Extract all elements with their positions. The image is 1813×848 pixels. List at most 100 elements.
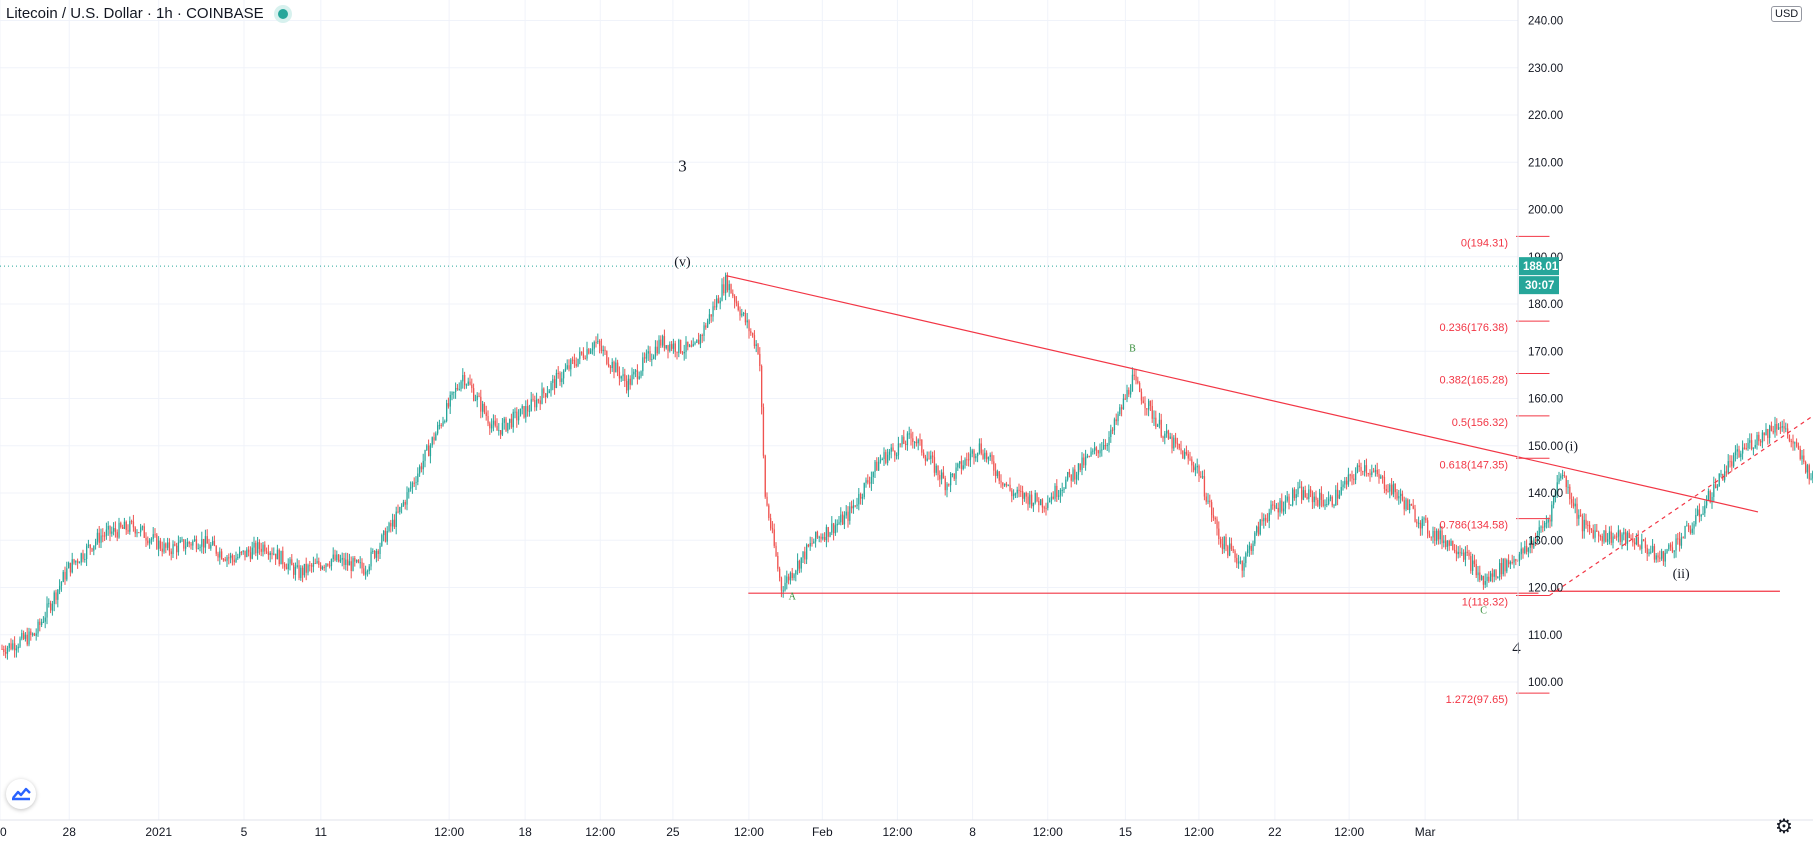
candle-body [316,560,318,564]
candle-body [1610,531,1612,543]
candle-body [1031,494,1033,507]
candle-body [293,565,295,575]
candle-body [602,349,604,351]
candle-body [482,403,484,412]
candle-body [1745,447,1747,449]
candle-body [1794,442,1796,444]
candle-body [87,544,90,547]
candle-body [93,545,95,551]
candle-body [1153,417,1155,419]
candle-body [786,576,788,583]
candle-body [510,418,513,428]
candle-body [780,577,783,591]
candle-body [759,353,761,367]
candle-body [1409,504,1411,510]
candle-body [354,558,356,562]
candle-body [935,465,937,473]
candle-body [1272,504,1274,506]
candle-body [1670,544,1672,548]
candle-body [98,532,100,543]
candle-body [177,542,180,553]
candle-body [338,554,340,562]
candle-body [1265,517,1267,521]
candle-body [1232,549,1234,551]
candle-body [1684,525,1686,538]
candle-body [392,519,394,527]
candle-body [100,535,102,543]
candle-body [361,562,363,569]
candle-body [1437,530,1440,540]
elliott-wave-label: 4 [1512,639,1521,658]
candle-body [185,546,187,549]
candle-body [737,303,739,311]
price-tick-label: 100.00 [1528,677,1563,689]
candle-body [195,539,198,549]
candle-body [1052,496,1054,499]
candle-body [957,463,959,468]
candle-body [352,558,354,571]
candle-body [831,523,833,533]
candle-body [930,455,932,459]
candle-body [1369,473,1371,475]
candle-body [593,342,595,349]
candle-body [739,310,741,316]
currency-button[interactable]: USD [1771,6,1803,22]
symbol-header: Litecoin / U.S. Dollar · 1h · COINBASE [6,5,288,22]
candle-body [44,617,46,622]
candle-body [397,511,399,513]
candle-body [1243,563,1245,571]
candle-body [134,527,136,534]
candle-body [298,565,300,578]
candle-body [917,439,919,444]
candle-body [1637,537,1639,546]
candle-body [156,534,158,549]
candle-body [1268,512,1270,521]
candle-body [267,552,270,556]
candle-body [752,333,754,336]
candle-body [1655,555,1657,560]
candle-body [1754,444,1756,448]
candle-body [271,552,273,555]
candle-body [51,603,54,611]
gear-icon[interactable]: ⚙ [1775,816,1793,838]
candle-body [606,351,608,364]
abc-wave-label: C [1480,605,1487,616]
candle-body [546,393,549,398]
candle-body [86,546,88,560]
elliott-wave-label: (v) [674,255,691,270]
candle-body [842,514,844,525]
candle-body [1445,540,1447,547]
candle-body [314,563,316,565]
candle-body [1090,451,1092,457]
candle-body [766,496,768,506]
candle-body [905,443,907,446]
candle-body [1329,496,1332,499]
candle-body [892,447,894,451]
candle-body [442,421,444,426]
candle-body [1014,493,1017,495]
candle-body [1189,458,1191,460]
candle-body [1218,528,1220,540]
candle-body [1099,450,1101,454]
candle-body [1247,549,1249,554]
candle-body [359,562,361,564]
candle-body [23,633,25,639]
candle-body [305,563,307,573]
candle-body [640,371,642,377]
candle-body [1679,538,1681,546]
tradingview-logo-icon[interactable] [6,779,36,809]
candle-body [8,643,10,648]
candle-body [1220,539,1222,544]
candle-body [869,482,871,484]
candle-body [366,571,369,573]
candle-body [1533,539,1535,548]
candle-body [1491,573,1494,577]
candle-body [1364,465,1366,472]
candle-body [66,568,68,580]
candle-body [1427,520,1429,534]
candle-body [879,459,882,462]
candle-body [1499,562,1501,578]
candle-body [503,418,505,423]
candle-body [1529,543,1531,548]
